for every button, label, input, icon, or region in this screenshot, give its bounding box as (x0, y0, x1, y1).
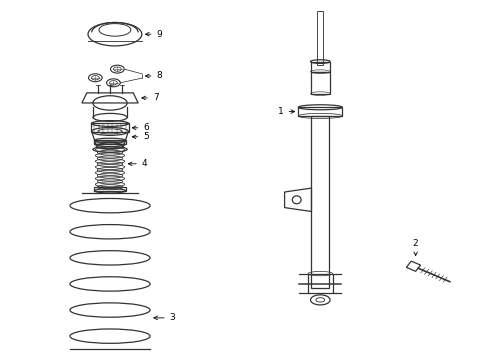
Bar (307, 274, 332, 293)
Text: 7: 7 (142, 94, 158, 102)
Text: 1: 1 (277, 107, 294, 116)
Bar (310, 72, 329, 94)
Text: 4: 4 (128, 159, 147, 168)
Bar (317, 11, 323, 65)
Bar (310, 62, 329, 72)
Bar (94, 187, 125, 191)
Bar (91, 123, 128, 132)
Text: 8: 8 (145, 71, 162, 80)
Text: 3: 3 (154, 313, 175, 323)
Bar (298, 107, 342, 116)
Bar (311, 116, 328, 288)
Text: 9: 9 (145, 30, 162, 39)
Text: 6: 6 (132, 123, 149, 132)
Text: 5: 5 (132, 132, 149, 141)
Text: 2: 2 (412, 239, 418, 256)
Bar (94, 140, 125, 144)
